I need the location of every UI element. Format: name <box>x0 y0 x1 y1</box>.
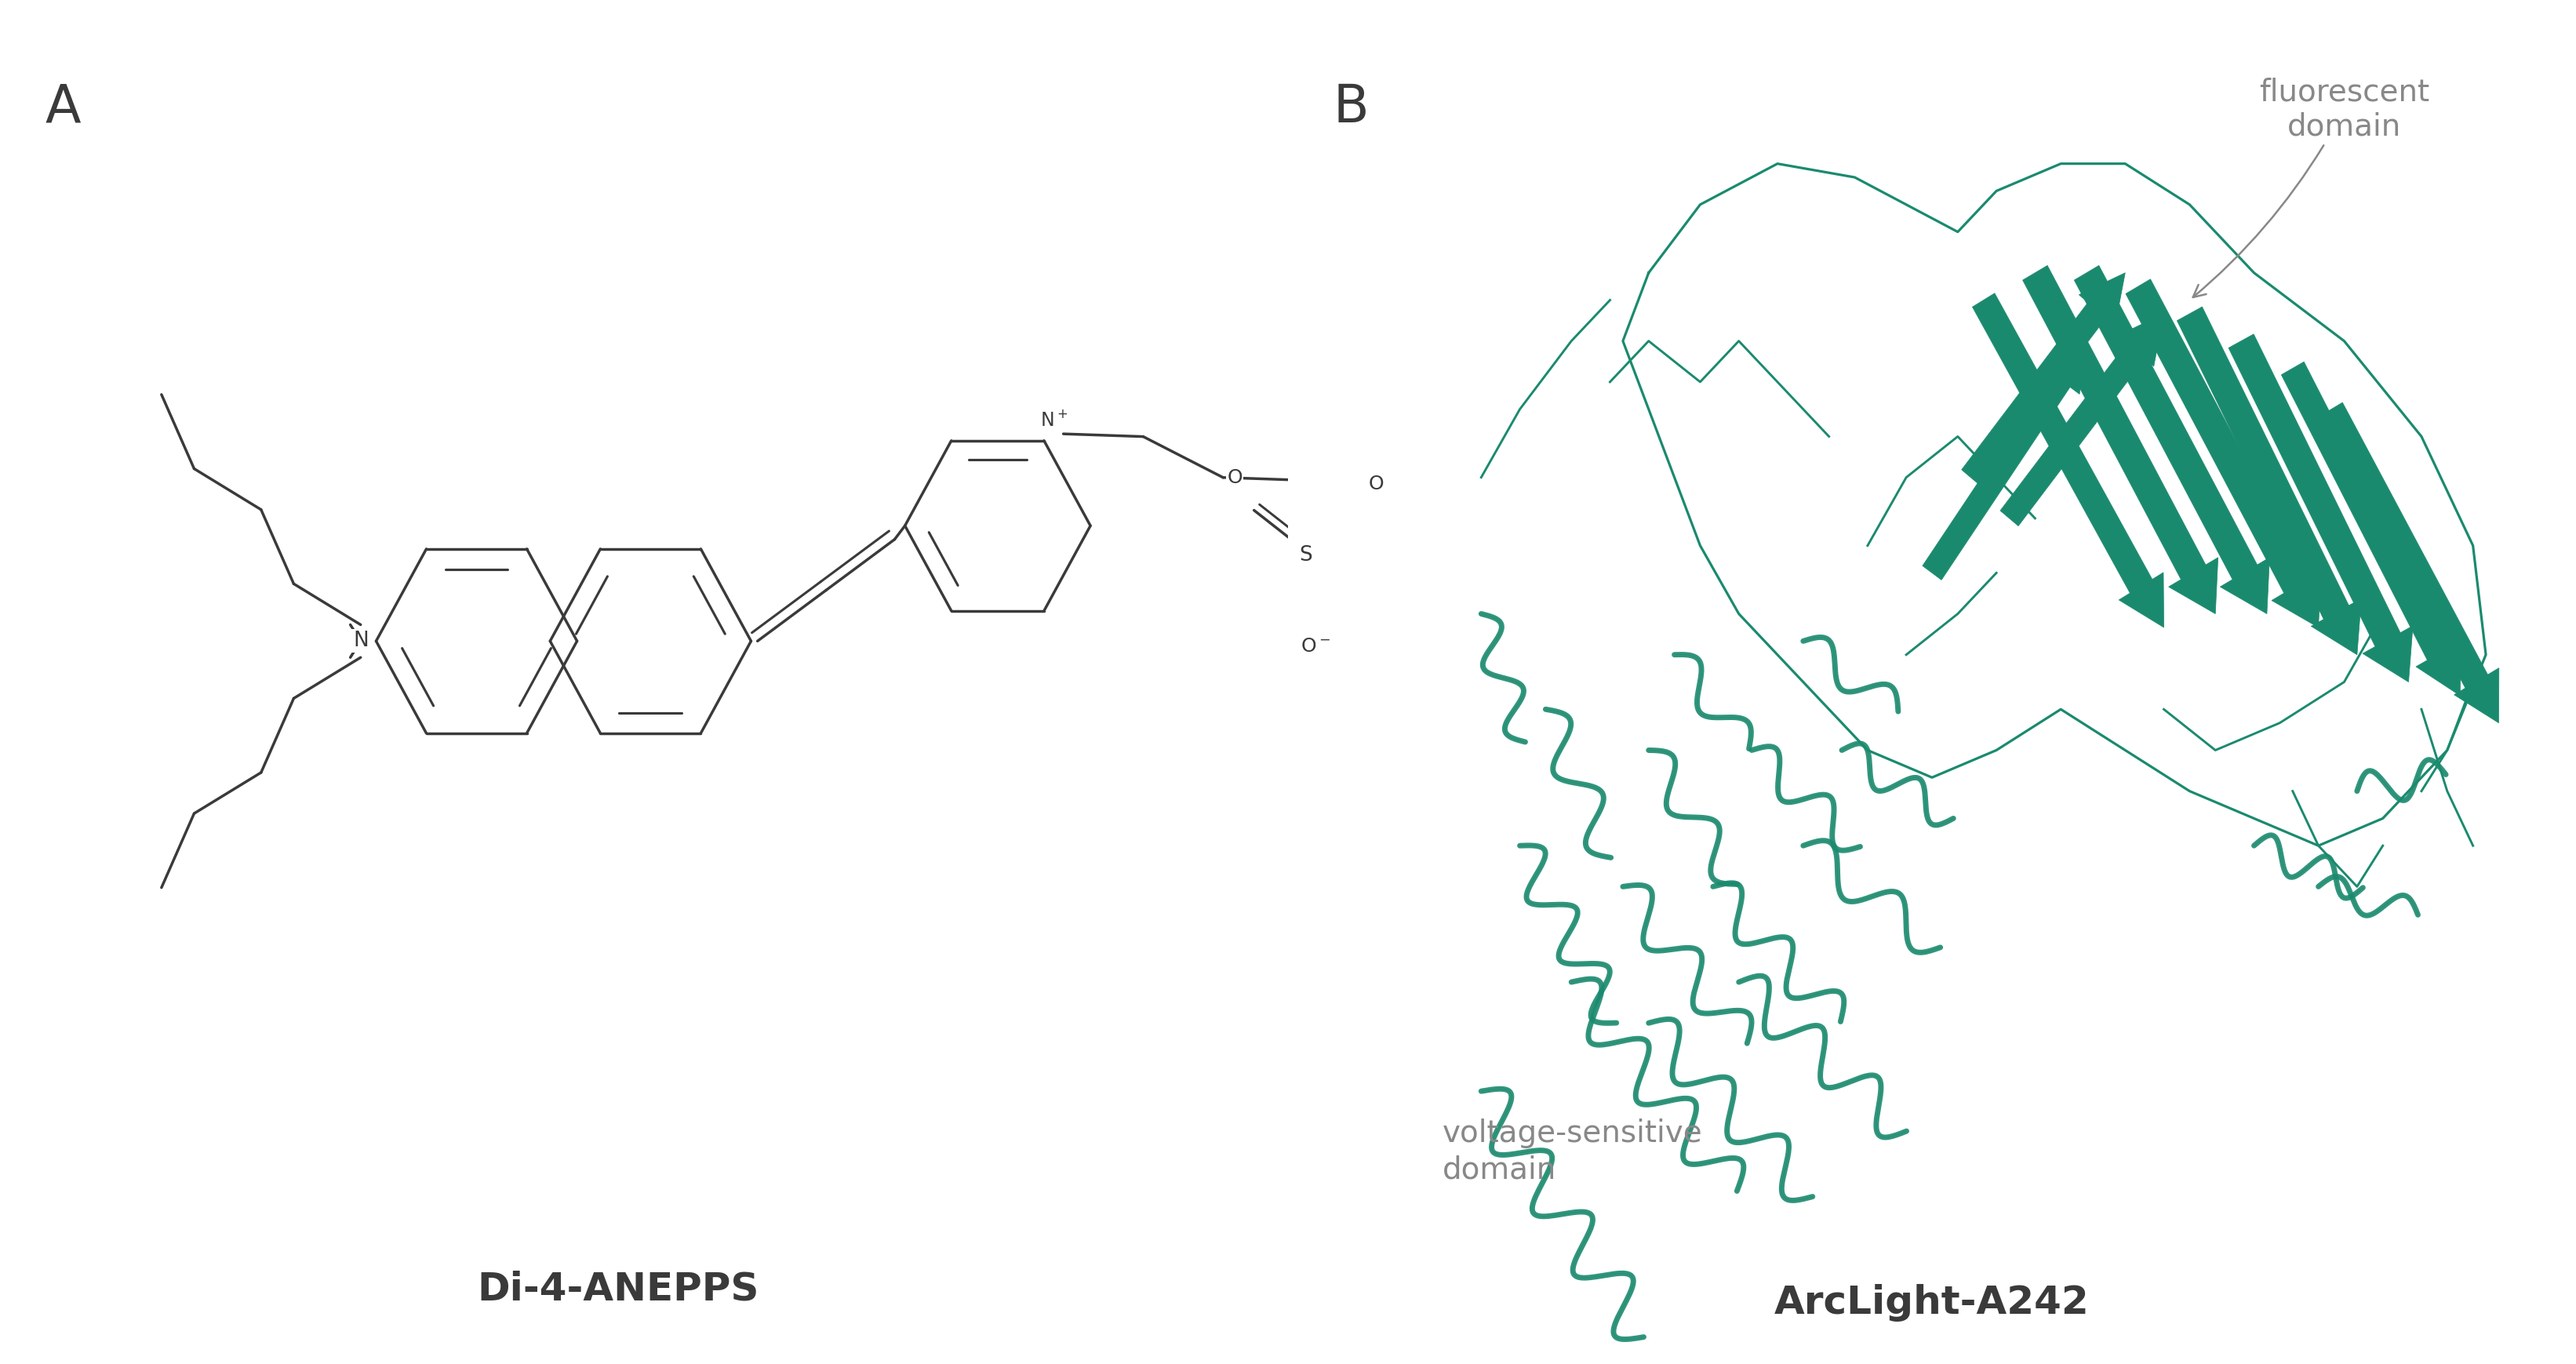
Text: O: O <box>1368 475 1383 494</box>
Polygon shape <box>2282 361 2460 696</box>
Polygon shape <box>2022 266 2218 614</box>
Text: B: B <box>1334 82 1368 134</box>
Text: A: A <box>46 82 80 134</box>
Polygon shape <box>2074 266 2269 614</box>
Text: N$^+$: N$^+$ <box>1041 411 1069 430</box>
Text: O$^-$: O$^-$ <box>1301 637 1332 656</box>
Text: S: S <box>1298 546 1311 566</box>
Polygon shape <box>2321 402 2499 723</box>
Polygon shape <box>1973 293 2164 627</box>
Polygon shape <box>1922 341 2087 580</box>
Polygon shape <box>2177 307 2362 655</box>
Text: O: O <box>1226 468 1242 487</box>
Text: N: N <box>353 632 368 651</box>
Text: ArcLight-A242: ArcLight-A242 <box>1775 1284 2089 1322</box>
Text: fluorescent
domain: fluorescent domain <box>2192 76 2429 297</box>
Polygon shape <box>2125 280 2321 627</box>
Polygon shape <box>1960 273 2125 486</box>
Text: Di-4-ANEPPS: Di-4-ANEPPS <box>477 1270 760 1308</box>
Polygon shape <box>2228 334 2414 682</box>
Polygon shape <box>1999 314 2164 527</box>
Text: voltage-sensitive
domain: voltage-sensitive domain <box>1443 1118 1703 1185</box>
